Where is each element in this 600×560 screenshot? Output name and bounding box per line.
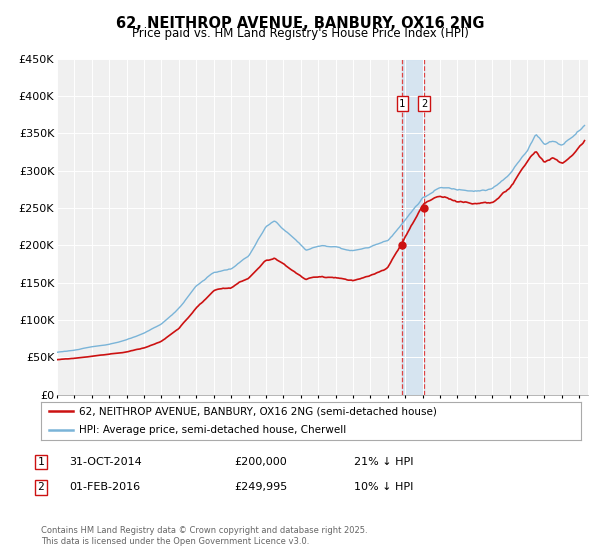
Text: 62, NEITHROP AVENUE, BANBURY, OX16 2NG (semi-detached house): 62, NEITHROP AVENUE, BANBURY, OX16 2NG (… — [79, 407, 436, 417]
Text: £200,000: £200,000 — [234, 457, 287, 467]
Text: 31-OCT-2014: 31-OCT-2014 — [69, 457, 142, 467]
Text: Price paid vs. HM Land Registry's House Price Index (HPI): Price paid vs. HM Land Registry's House … — [131, 27, 469, 40]
Text: 1: 1 — [37, 457, 44, 467]
Text: HPI: Average price, semi-detached house, Cherwell: HPI: Average price, semi-detached house,… — [79, 424, 346, 435]
Text: 62, NEITHROP AVENUE, BANBURY, OX16 2NG: 62, NEITHROP AVENUE, BANBURY, OX16 2NG — [116, 16, 484, 31]
Text: 2: 2 — [37, 482, 44, 492]
Text: Contains HM Land Registry data © Crown copyright and database right 2025.
This d: Contains HM Land Registry data © Crown c… — [41, 526, 367, 546]
Text: 21% ↓ HPI: 21% ↓ HPI — [354, 457, 413, 467]
Text: 1: 1 — [399, 99, 406, 109]
Bar — [402, 59, 424, 395]
Text: 01-FEB-2016: 01-FEB-2016 — [69, 482, 140, 492]
Text: 10% ↓ HPI: 10% ↓ HPI — [354, 482, 413, 492]
Text: £249,995: £249,995 — [234, 482, 287, 492]
Text: 2: 2 — [421, 99, 427, 109]
